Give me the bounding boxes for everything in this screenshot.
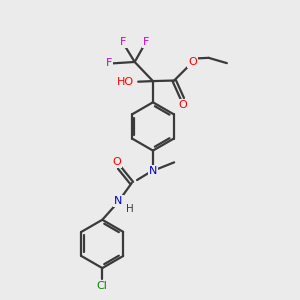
Text: N: N [114, 196, 123, 206]
Text: F: F [106, 58, 112, 68]
Text: Cl: Cl [97, 281, 108, 291]
Text: O: O [178, 100, 188, 110]
Text: H: H [126, 205, 134, 214]
Text: HO: HO [117, 77, 134, 87]
Text: O: O [188, 57, 197, 67]
Text: F: F [143, 37, 150, 47]
Text: O: O [112, 158, 121, 167]
Text: N: N [149, 166, 157, 176]
Text: F: F [120, 37, 127, 47]
